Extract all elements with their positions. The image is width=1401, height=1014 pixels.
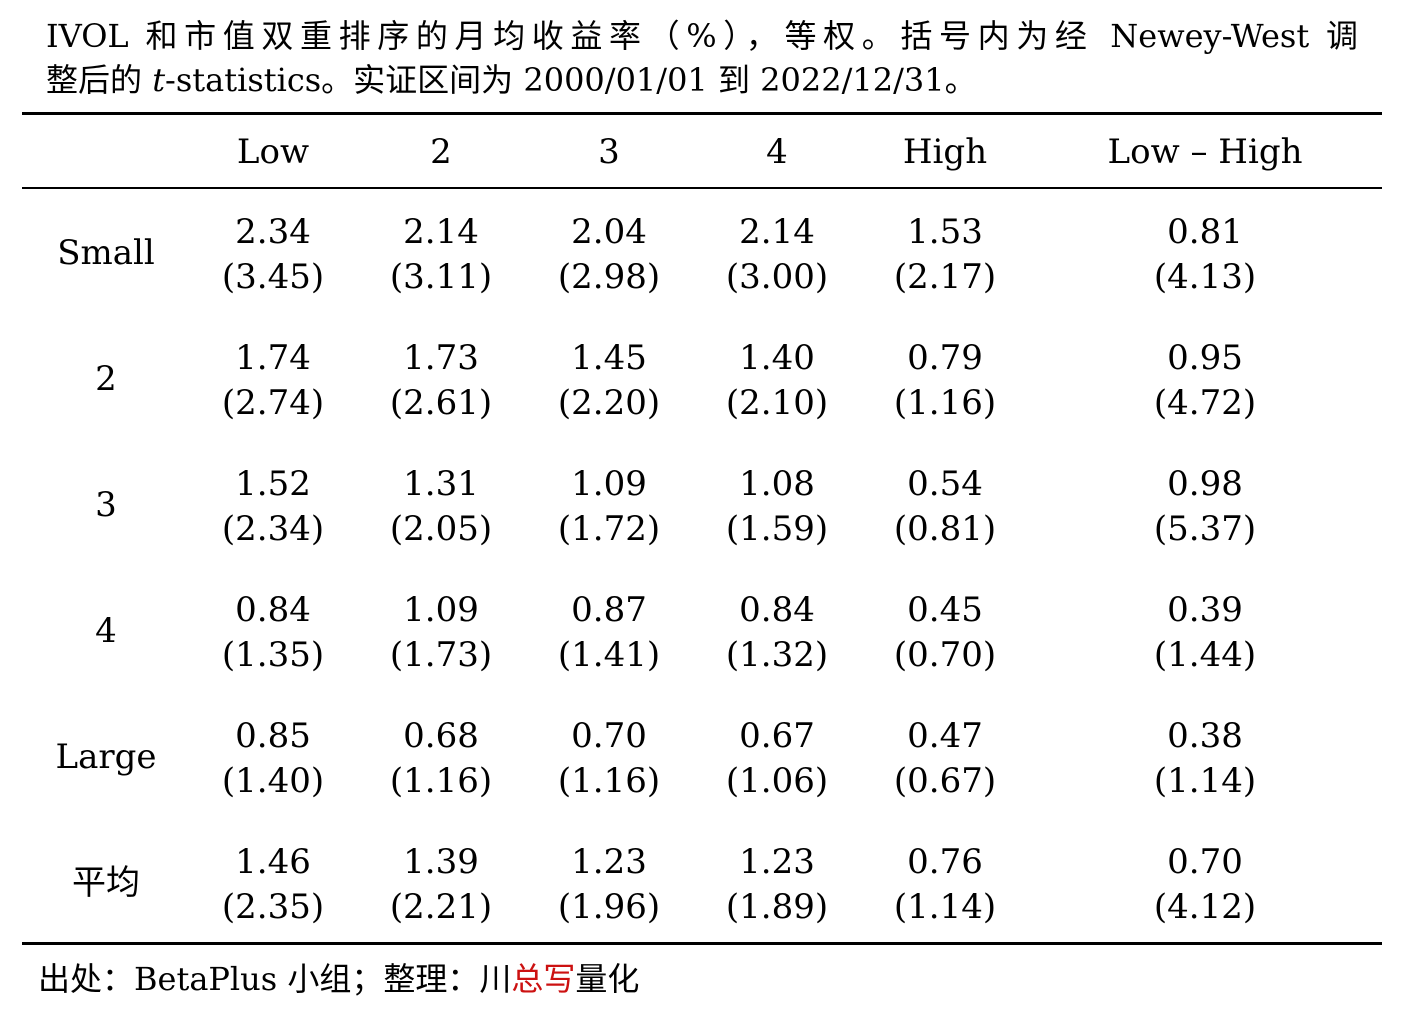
column-header: 3 [598, 132, 620, 172]
t-statistic: (3.45) [221, 257, 325, 297]
return-value: 1.23 [571, 842, 647, 882]
t-statistic: (3.00) [725, 257, 829, 297]
return-value: 0.47 [907, 716, 983, 756]
t-statistic: (4.13) [1153, 257, 1257, 297]
table-top-rule [22, 112, 1382, 115]
t-statistic: (1.72) [557, 509, 661, 549]
return-value: 1.46 [235, 842, 311, 882]
return-value: 0.39 [1167, 590, 1243, 630]
footer-suffix: 量化 [575, 960, 640, 998]
column-header: Low [236, 132, 310, 172]
caption-line-2: 整后的 t-statistics。实证区间为 2000/01/01 到 2022… [46, 58, 1366, 102]
return-value: 0.70 [571, 716, 647, 756]
row-label: 3 [95, 485, 117, 525]
return-value: 0.67 [739, 716, 815, 756]
return-value: 1.73 [403, 338, 479, 378]
return-value: 0.81 [1167, 212, 1243, 252]
return-value: 1.09 [403, 590, 479, 630]
t-statistic: (1.14) [893, 887, 997, 927]
caption-line-1: IVOL 和市值双重排序的月均收益率（%），等权。括号内为经 Newey-Wes… [46, 17, 1358, 55]
t-statistic: (1.59) [725, 509, 829, 549]
t-statistic: (1.06) [725, 761, 829, 801]
t-statistic: (1.73) [389, 635, 493, 675]
return-value: 1.74 [235, 338, 311, 378]
row-label: 平均 [72, 863, 140, 903]
return-value: 1.08 [739, 464, 815, 504]
t-statistic: (2.35) [221, 887, 325, 927]
t-statistic: (2.34) [221, 509, 325, 549]
t-statistic: (1.96) [557, 887, 661, 927]
caption-line-2-suffix: -statistics。实证区间为 2000/01/01 到 2022/12/3… [165, 61, 977, 99]
table-bottom-rule [22, 942, 1382, 945]
return-value: 0.54 [907, 464, 983, 504]
return-value: 2.14 [403, 212, 479, 252]
t-statistic: (2.98) [557, 257, 661, 297]
t-statistic: (2.61) [389, 383, 493, 423]
return-value: 0.85 [235, 716, 311, 756]
t-statistic: (4.12) [1153, 887, 1257, 927]
t-statistic: (2.05) [389, 509, 493, 549]
t-statistic: (1.35) [221, 635, 325, 675]
return-value: 0.84 [235, 590, 311, 630]
column-header: High [902, 132, 988, 172]
return-value: 2.14 [739, 212, 815, 252]
t-statistic: (0.81) [893, 509, 997, 549]
t-statistic: (1.14) [1153, 761, 1257, 801]
caption-t-italic: t [152, 61, 166, 99]
t-statistic: (1.16) [557, 761, 661, 801]
return-value: 0.45 [907, 590, 983, 630]
row-label: 4 [95, 611, 117, 651]
t-statistic: (1.32) [725, 635, 829, 675]
t-statistic: (1.40) [221, 761, 325, 801]
column-header: Low – High [1107, 132, 1303, 172]
return-value: 1.40 [739, 338, 815, 378]
return-value: 2.04 [571, 212, 647, 252]
column-header: 2 [430, 132, 452, 172]
return-value: 1.09 [571, 464, 647, 504]
return-value: 0.95 [1167, 338, 1243, 378]
footer-source: 出处：BetaPlus 小组；整理：川 [38, 960, 512, 998]
t-statistic: (1.89) [725, 887, 829, 927]
t-statistic: (2.21) [389, 887, 493, 927]
source-footer: 出处：BetaPlus 小组；整理：川总写量化 [38, 957, 639, 1001]
return-value: 0.76 [907, 842, 983, 882]
table-header-rule [22, 187, 1382, 189]
t-statistic: (2.74) [221, 383, 325, 423]
caption-line-2-prefix: 整后的 [46, 61, 153, 99]
return-value: 1.45 [571, 338, 647, 378]
t-statistic: (1.41) [557, 635, 661, 675]
footer-accent-text: 总写 [511, 960, 576, 998]
t-statistic: (4.72) [1153, 383, 1257, 423]
return-value: 0.68 [403, 716, 479, 756]
t-statistic: (1.44) [1153, 635, 1257, 675]
t-statistic: (5.37) [1153, 509, 1257, 549]
return-value: 0.79 [907, 338, 983, 378]
t-statistic: (2.20) [557, 383, 661, 423]
return-value: 0.87 [571, 590, 647, 630]
return-value: 1.53 [907, 212, 983, 252]
return-value: 0.70 [1167, 842, 1243, 882]
return-value: 1.23 [739, 842, 815, 882]
t-statistic: (0.70) [893, 635, 997, 675]
return-value: 0.38 [1167, 716, 1243, 756]
return-value: 1.52 [235, 464, 311, 504]
row-label: 2 [95, 359, 117, 399]
t-statistic: (0.67) [893, 761, 997, 801]
return-value: 1.39 [403, 842, 479, 882]
t-statistic: (2.10) [725, 383, 829, 423]
t-statistic: (3.11) [389, 257, 493, 297]
table-caption: IVOL 和市值双重排序的月均收益率（%），等权。括号内为经 Newey-Wes… [46, 14, 1366, 102]
return-value: 1.31 [403, 464, 479, 504]
return-value: 2.34 [235, 212, 311, 252]
row-label: Small [57, 233, 155, 273]
t-statistic: (1.16) [389, 761, 493, 801]
column-header: 4 [766, 132, 788, 172]
return-value: 0.84 [739, 590, 815, 630]
t-statistic: (1.16) [893, 383, 997, 423]
return-value: 0.98 [1167, 464, 1243, 504]
t-statistic: (2.17) [893, 257, 997, 297]
row-label: Large [55, 737, 157, 777]
